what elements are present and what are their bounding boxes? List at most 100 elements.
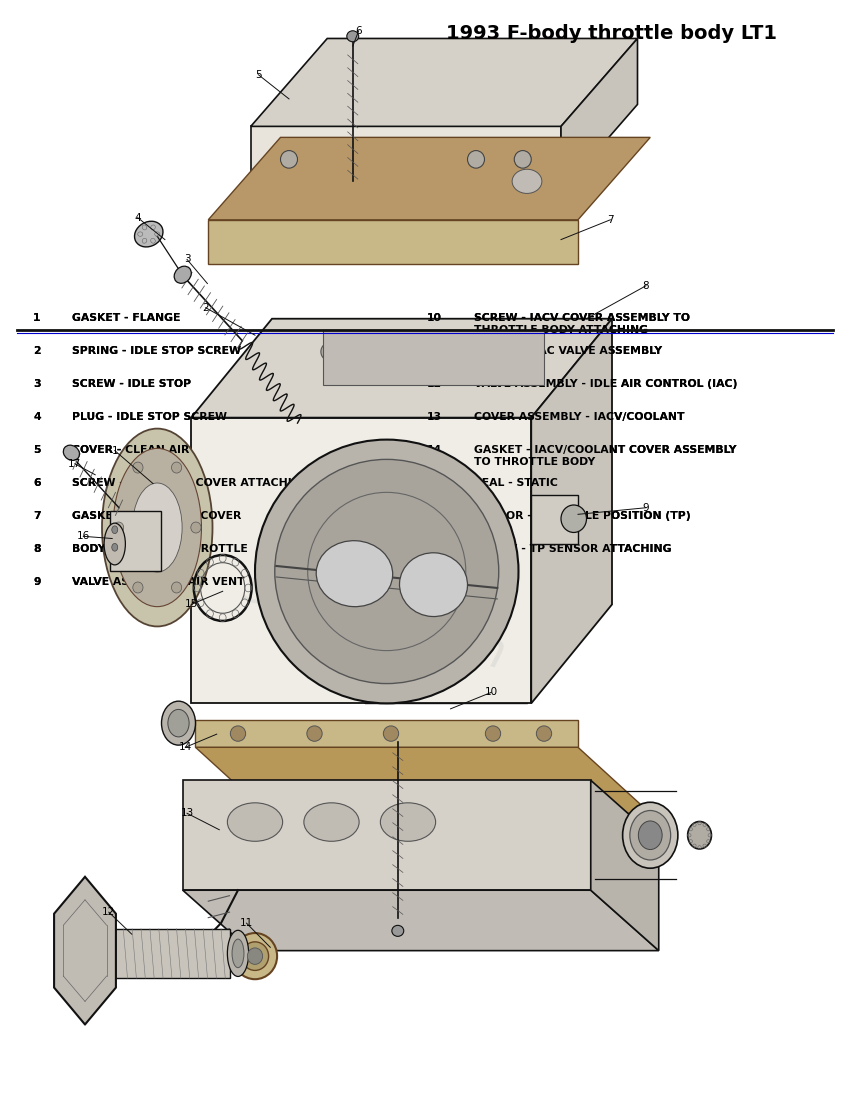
Ellipse shape <box>133 462 143 473</box>
Text: 8: 8 <box>33 544 41 554</box>
Text: 6: 6 <box>33 478 41 488</box>
Text: 15: 15 <box>427 478 442 488</box>
Text: VALVE ASSEMBLY - IDLE AIR CONTROL (IAC): VALVE ASSEMBLY - IDLE AIR CONTROL (IAC) <box>474 379 738 389</box>
Polygon shape <box>191 418 531 703</box>
Text: 15: 15 <box>427 478 442 488</box>
Ellipse shape <box>561 506 586 532</box>
Text: VALVE ASSEMBLY - IDLE AIR CONTROL (IAC): VALVE ASSEMBLY - IDLE AIR CONTROL (IAC) <box>474 379 738 389</box>
Text: 14: 14 <box>427 445 442 455</box>
Text: sh    y.com: sh y.com <box>237 563 511 679</box>
Text: 2: 2 <box>33 346 41 356</box>
Ellipse shape <box>172 582 182 593</box>
Ellipse shape <box>134 221 163 247</box>
Text: SCREW - TP SENSOR ATTACHING: SCREW - TP SENSOR ATTACHING <box>474 544 672 554</box>
Text: SCREW - TP SENSOR ATTACHING: SCREW - TP SENSOR ATTACHING <box>474 544 672 554</box>
Text: 4: 4 <box>33 412 41 422</box>
Ellipse shape <box>280 151 297 168</box>
Text: 5: 5 <box>33 445 41 455</box>
Text: 17: 17 <box>427 544 442 554</box>
Ellipse shape <box>232 939 244 967</box>
Text: 12: 12 <box>427 379 442 389</box>
Text: SCREW - CLEAN AIR COVER ATTACHING: SCREW - CLEAN AIR COVER ATTACHING <box>72 478 310 488</box>
Text: 17: 17 <box>68 458 82 469</box>
Text: 13: 13 <box>427 412 442 422</box>
Text: 3: 3 <box>33 379 41 389</box>
Ellipse shape <box>485 725 501 741</box>
Ellipse shape <box>303 802 359 842</box>
Text: 10: 10 <box>427 313 442 323</box>
Text: 5: 5 <box>255 69 262 80</box>
Text: 3: 3 <box>184 254 190 265</box>
Text: GASKET - IAC VALVE ASSEMBLY: GASKET - IAC VALVE ASSEMBLY <box>474 346 662 356</box>
Text: 13: 13 <box>180 808 194 819</box>
Ellipse shape <box>468 151 484 168</box>
Text: 1: 1 <box>33 313 41 323</box>
Text: SCREW - IACV COVER ASSEMBLY TO
THROTTLE BODY ATTACHING: SCREW - IACV COVER ASSEMBLY TO THROTTLE … <box>474 313 690 335</box>
Text: 5: 5 <box>33 445 41 455</box>
Ellipse shape <box>114 522 124 533</box>
Polygon shape <box>591 780 659 951</box>
Polygon shape <box>531 495 578 544</box>
Text: 8: 8 <box>643 280 649 291</box>
Polygon shape <box>191 319 612 418</box>
Text: SPRING - IDLE STOP SCREW: SPRING - IDLE STOP SCREW <box>72 346 241 356</box>
Ellipse shape <box>190 522 201 533</box>
Text: BODY ASSEMBLY - THROTTLE: BODY ASSEMBLY - THROTTLE <box>72 544 248 554</box>
Ellipse shape <box>514 151 531 168</box>
Ellipse shape <box>275 459 499 684</box>
Text: 16: 16 <box>76 531 90 542</box>
Text: 13: 13 <box>427 412 442 422</box>
Text: SPRING - IDLE STOP SCREW: SPRING - IDLE STOP SCREW <box>72 346 241 356</box>
Ellipse shape <box>172 462 182 473</box>
Text: COVER - CLEAN AIR: COVER - CLEAN AIR <box>72 445 190 455</box>
Polygon shape <box>251 38 638 126</box>
Ellipse shape <box>230 725 246 741</box>
Polygon shape <box>200 418 527 703</box>
Polygon shape <box>115 929 230 978</box>
Polygon shape <box>323 330 544 385</box>
Polygon shape <box>561 38 638 192</box>
Text: 16: 16 <box>427 511 442 521</box>
Text: 1: 1 <box>111 445 118 456</box>
Text: sh    y.com: sh y.com <box>237 563 511 679</box>
Ellipse shape <box>241 942 269 970</box>
Ellipse shape <box>380 802 435 842</box>
Text: 8: 8 <box>33 544 41 554</box>
Text: 15: 15 <box>184 599 198 610</box>
Text: 1993 F-body throttle body LT1: 1993 F-body throttle body LT1 <box>446 24 778 43</box>
Ellipse shape <box>400 553 468 617</box>
Text: 11: 11 <box>427 346 442 356</box>
Text: SEAL - STATIC: SEAL - STATIC <box>474 478 558 488</box>
Text: 10: 10 <box>484 687 498 698</box>
Ellipse shape <box>536 725 552 741</box>
Ellipse shape <box>320 342 342 362</box>
Ellipse shape <box>133 482 182 571</box>
Ellipse shape <box>359 342 380 362</box>
Text: 6: 6 <box>33 478 41 488</box>
Polygon shape <box>208 220 578 264</box>
Ellipse shape <box>113 448 201 607</box>
Text: 4: 4 <box>134 212 141 223</box>
Ellipse shape <box>512 169 541 193</box>
Text: GASKET - IACV/COOLANT COVER ASSEMBLY
TO THROTTLE BODY: GASKET - IACV/COOLANT COVER ASSEMBLY TO … <box>474 445 737 467</box>
Text: PLUG - IDLE STOP SCREW: PLUG - IDLE STOP SCREW <box>72 412 227 422</box>
Text: SEAL - STATIC: SEAL - STATIC <box>474 478 558 488</box>
Ellipse shape <box>102 429 212 626</box>
Ellipse shape <box>397 342 418 362</box>
Text: 7: 7 <box>33 511 41 521</box>
Text: SENSOR - THROTTLE POSITION (TP): SENSOR - THROTTLE POSITION (TP) <box>474 511 691 521</box>
Text: 11: 11 <box>240 918 253 929</box>
Text: SCREW - IDLE STOP: SCREW - IDLE STOP <box>72 379 191 389</box>
Text: 9: 9 <box>33 577 41 587</box>
Text: 10: 10 <box>427 313 442 323</box>
Text: PLUG - IDLE STOP SCREW: PLUG - IDLE STOP SCREW <box>72 412 227 422</box>
Ellipse shape <box>112 525 117 533</box>
Text: GASKET - FLANGE: GASKET - FLANGE <box>72 313 180 323</box>
Text: BODY ASSEMBLY - THROTTLE: BODY ASSEMBLY - THROTTLE <box>72 544 248 554</box>
Text: GASKET - IACV/COOLANT COVER ASSEMBLY
TO THROTTLE BODY: GASKET - IACV/COOLANT COVER ASSEMBLY TO … <box>474 445 737 467</box>
Text: SCREW - CLEAN AIR COVER ATTACHING: SCREW - CLEAN AIR COVER ATTACHING <box>72 478 310 488</box>
Ellipse shape <box>162 701 196 745</box>
Ellipse shape <box>112 544 117 552</box>
Polygon shape <box>110 511 162 571</box>
Text: VALVE ASSEMBLY - AIR VENT: VALVE ASSEMBLY - AIR VENT <box>72 577 245 587</box>
